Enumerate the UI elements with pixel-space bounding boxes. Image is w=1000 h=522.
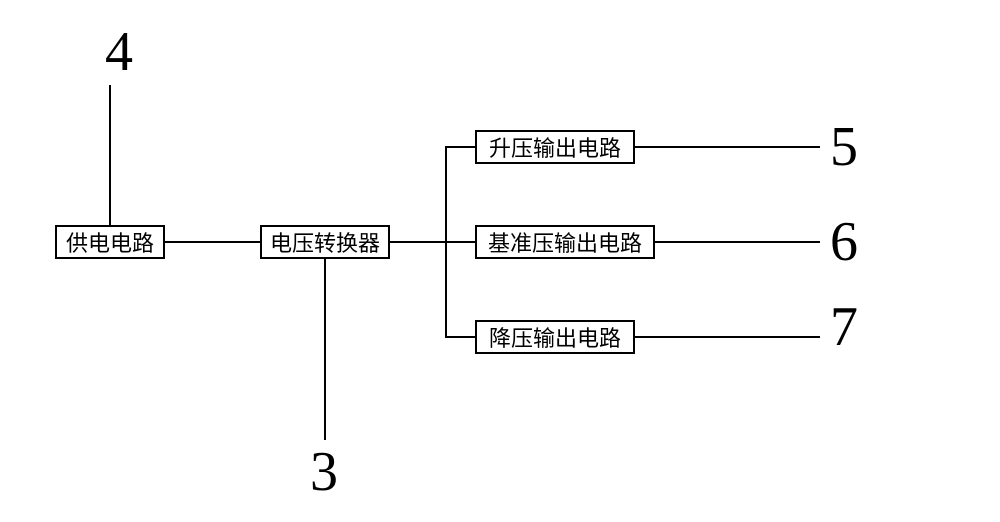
label-6: 6 — [830, 210, 858, 274]
edge-converter-to-3 — [324, 259, 326, 440]
edge-power-to-converter — [165, 241, 260, 243]
box-ref-output-label: 基准压输出电路 — [488, 226, 642, 258]
box-boost-output-label: 升压输出电路 — [489, 131, 621, 163]
box-ref-output: 基准压输出电路 — [475, 225, 655, 259]
label-5: 5 — [830, 115, 858, 179]
box-voltage-converter: 电压转换器 — [260, 225, 390, 259]
box-buck-output: 降压输出电路 — [475, 320, 635, 354]
block-diagram: 供电电路 电压转换器 升压输出电路 基准压输出电路 降压输出电路 4 3 5 6… — [0, 0, 1000, 522]
box-power-supply-label: 供电电路 — [66, 226, 154, 258]
edge-4-to-power — [109, 85, 111, 225]
edge-junction-to-buck — [445, 336, 475, 338]
box-power-supply: 供电电路 — [55, 225, 165, 259]
label-3: 3 — [310, 440, 338, 504]
edge-buck-to-7 — [635, 336, 820, 338]
box-buck-output-label: 降压输出电路 — [489, 321, 621, 353]
box-boost-output: 升压输出电路 — [475, 130, 635, 164]
label-7: 7 — [830, 295, 858, 359]
edge-junction-to-boost — [445, 146, 475, 148]
edge-converter-to-junction — [390, 241, 447, 243]
box-voltage-converter-label: 电压转换器 — [270, 226, 380, 258]
edge-ref-to-6 — [655, 241, 820, 243]
edge-junction-to-ref — [445, 241, 475, 243]
label-4: 4 — [105, 20, 133, 84]
edge-boost-to-5 — [635, 146, 820, 148]
